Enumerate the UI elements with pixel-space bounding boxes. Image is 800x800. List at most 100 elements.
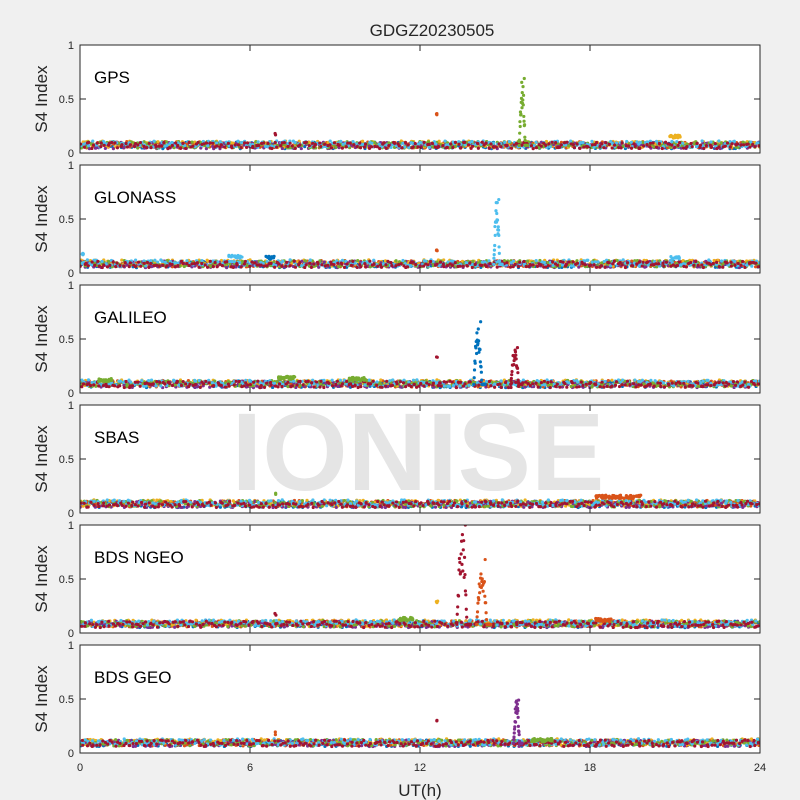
figure-title: GDGZ20230505	[370, 21, 495, 40]
data-point	[395, 259, 398, 262]
data-point	[90, 147, 93, 150]
data-point	[532, 147, 535, 150]
data-point	[129, 261, 132, 264]
data-point	[620, 146, 623, 149]
data-point	[742, 143, 745, 146]
data-point	[493, 253, 496, 256]
data-point	[454, 141, 457, 144]
data-point	[691, 145, 694, 148]
data-point	[352, 143, 355, 146]
data-point	[481, 141, 484, 144]
data-point	[383, 141, 386, 144]
y-tick-label: 0	[68, 148, 74, 160]
data-point	[573, 146, 576, 149]
data-point	[190, 141, 193, 144]
data-point	[626, 261, 629, 264]
data-point	[341, 143, 344, 146]
data-point	[520, 81, 523, 84]
data-point	[521, 98, 524, 101]
data-point	[378, 143, 381, 146]
data-point	[277, 262, 280, 265]
data-point	[675, 140, 678, 143]
data-point	[161, 264, 164, 267]
data-point	[729, 261, 732, 264]
data-point	[497, 234, 500, 237]
data-point	[364, 142, 367, 145]
data-point	[326, 264, 329, 267]
data-point	[726, 141, 729, 144]
data-point	[270, 147, 273, 150]
data-point	[385, 147, 388, 150]
data-point	[500, 145, 503, 148]
data-point	[102, 263, 105, 266]
data-point	[126, 145, 129, 148]
data-point	[521, 91, 524, 94]
data-point	[678, 141, 681, 144]
data-point	[496, 201, 499, 204]
y-tick-label: 0	[68, 268, 74, 280]
data-point	[522, 260, 525, 263]
data-point	[112, 260, 115, 263]
data-point	[305, 141, 308, 144]
data-point	[110, 141, 113, 144]
data-point	[589, 263, 592, 266]
data-point	[204, 263, 207, 266]
data-point	[304, 259, 307, 262]
data-point	[503, 259, 506, 262]
data-point	[681, 142, 684, 145]
data-point	[702, 266, 705, 269]
data-point	[294, 147, 297, 150]
data-point	[239, 265, 242, 268]
data-point	[497, 245, 500, 248]
data-point	[508, 140, 511, 143]
data-point	[414, 263, 417, 266]
data-point	[279, 144, 282, 147]
data-point	[305, 263, 308, 266]
data-point	[677, 144, 680, 147]
data-point	[493, 249, 496, 252]
data-point	[560, 143, 563, 146]
data-point	[176, 144, 179, 147]
data-point	[310, 266, 313, 269]
data-point	[449, 142, 452, 145]
data-point	[370, 145, 373, 148]
data-point	[724, 145, 727, 148]
data-point	[569, 139, 572, 142]
data-point	[298, 143, 301, 146]
data-point	[145, 146, 148, 149]
data-point	[115, 262, 118, 265]
data-point	[721, 266, 724, 269]
data-point	[463, 141, 466, 144]
data-point	[216, 265, 219, 268]
data-point	[232, 266, 235, 269]
data-point	[401, 142, 404, 145]
data-point	[622, 258, 625, 261]
data-point	[543, 261, 546, 264]
data-point	[492, 145, 495, 148]
data-point	[630, 147, 633, 150]
data-point	[600, 264, 603, 267]
data-point	[530, 144, 533, 147]
data-point	[677, 255, 680, 258]
data-point	[289, 264, 292, 267]
data-point	[551, 141, 554, 144]
data-point	[128, 265, 131, 268]
constellation-label: GLONASS	[94, 188, 176, 207]
data-point	[477, 147, 480, 150]
data-point	[205, 141, 208, 144]
data-point	[561, 260, 564, 263]
data-point	[356, 259, 359, 262]
data-point	[554, 141, 557, 144]
data-point	[739, 144, 742, 147]
data-point	[428, 146, 431, 149]
data-point	[645, 143, 648, 146]
data-point	[309, 258, 312, 261]
data-point	[487, 259, 490, 262]
data-point	[323, 260, 326, 263]
data-point	[519, 113, 522, 116]
data-point	[316, 262, 319, 265]
data-point	[434, 142, 437, 145]
data-point	[702, 147, 705, 150]
data-point	[398, 144, 401, 147]
data-point	[488, 262, 491, 265]
